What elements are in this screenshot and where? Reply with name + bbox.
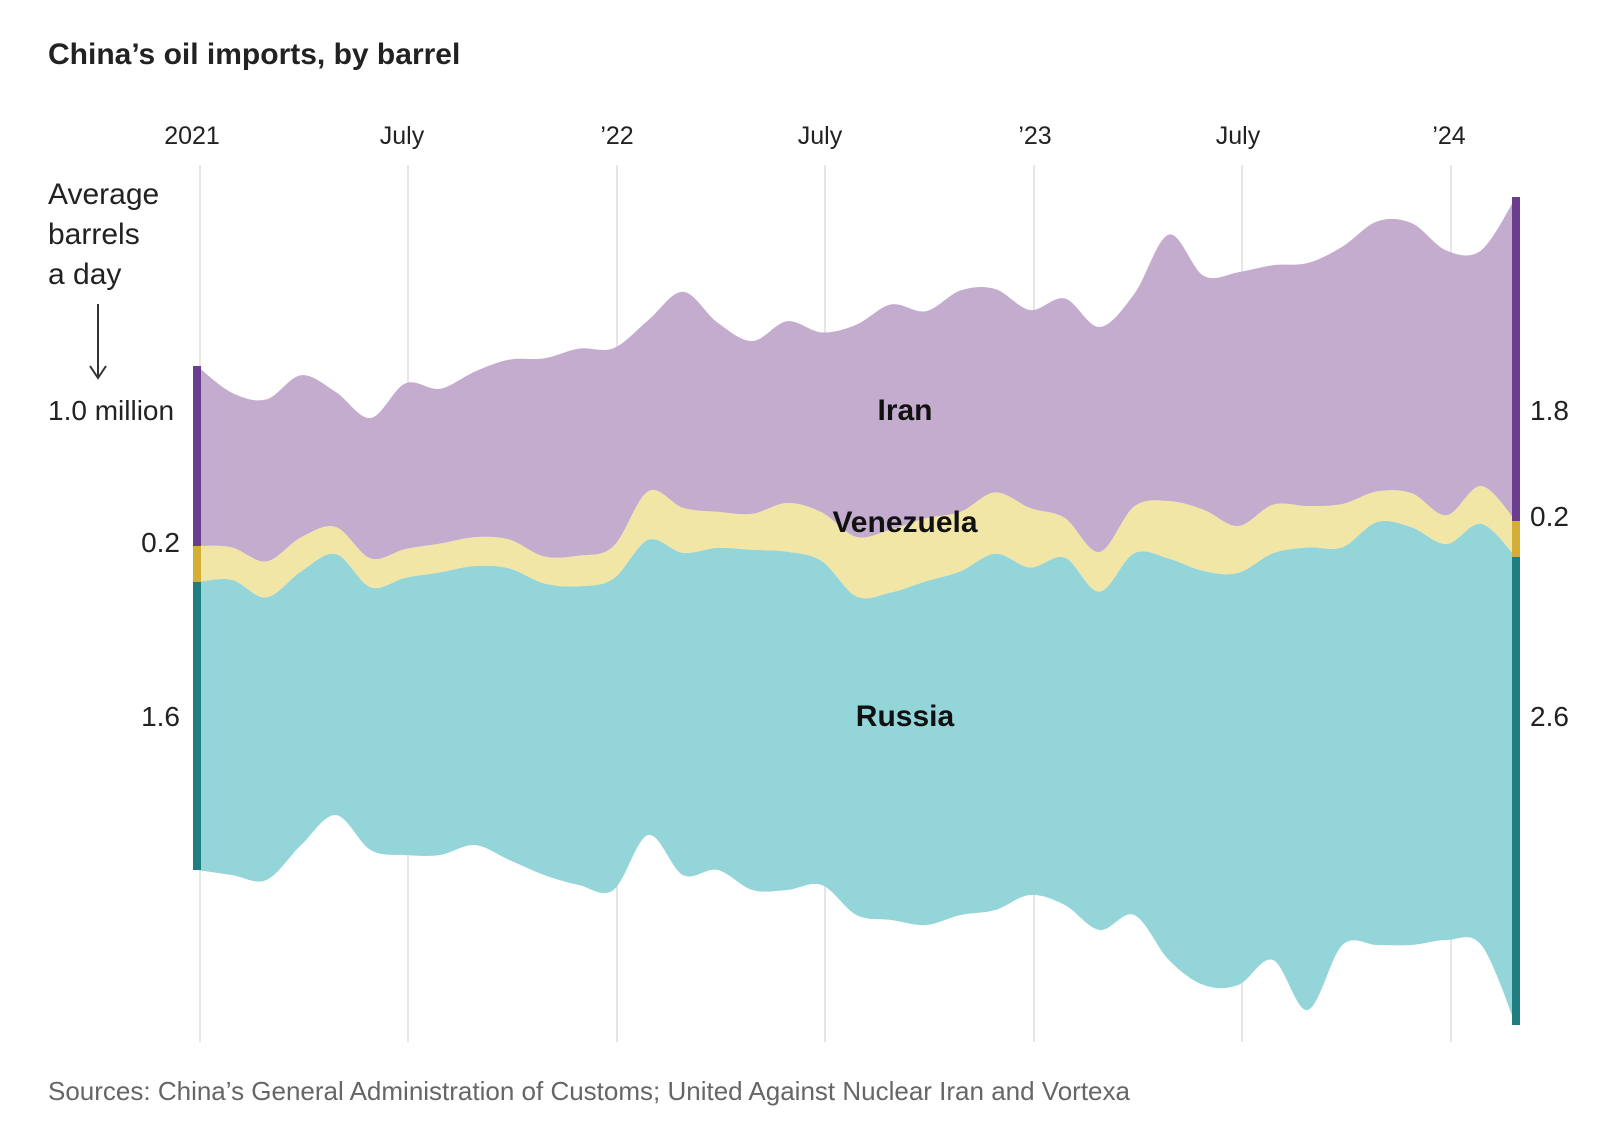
end-bar-venezuela: [1512, 521, 1520, 557]
x-tick-label: ’22: [600, 122, 633, 150]
series-label-russia: Russia: [856, 700, 955, 733]
start-value-russia: 1.6: [141, 701, 180, 732]
series-label-iran: Iran: [877, 394, 932, 427]
start-bar-russia: [193, 582, 201, 870]
start-bar-venezuela: [193, 546, 201, 582]
end-bar-russia: [1512, 557, 1520, 1025]
x-tick-label: July: [380, 122, 425, 150]
end-bar-iran: [1512, 197, 1520, 521]
x-tick-label: ’23: [1018, 122, 1051, 150]
x-tick-label: July: [798, 122, 843, 150]
stream-area-venezuela: [197, 485, 1516, 599]
start-bar-iran: [193, 366, 201, 546]
source-note: Sources: China’s General Administration …: [48, 1076, 1131, 1106]
edge-bars: [193, 197, 1520, 1025]
end-value-russia: 2.6: [1530, 701, 1569, 732]
start-value-venezuela: 0.2: [141, 527, 180, 558]
unit-label-line: a day: [48, 258, 121, 291]
end-value-venezuela: 0.2: [1530, 501, 1569, 532]
x-tick-label: ’24: [1432, 122, 1465, 150]
chart-title: China’s oil imports, by barrel: [48, 38, 460, 71]
stream-areas: [197, 197, 1516, 1025]
stream-area-iran: [197, 197, 1516, 562]
unit-label-line: Average: [48, 178, 159, 211]
x-tick-label: July: [1216, 122, 1261, 150]
x-tick-label: 2021: [164, 122, 220, 150]
end-value-iran: 1.8: [1530, 395, 1569, 426]
stream-area-russia: [197, 520, 1516, 1025]
x-axis-ticks: 2021 July ’22 July ’23 July ’24: [164, 122, 1466, 150]
unit-label: Average barrels a day: [48, 178, 159, 380]
series-label-venezuela: Venezuela: [832, 506, 977, 539]
down-arrow-head-icon: [89, 365, 107, 380]
start-value-iran: 1.0 million: [48, 395, 174, 426]
unit-label-line: barrels: [48, 218, 140, 251]
